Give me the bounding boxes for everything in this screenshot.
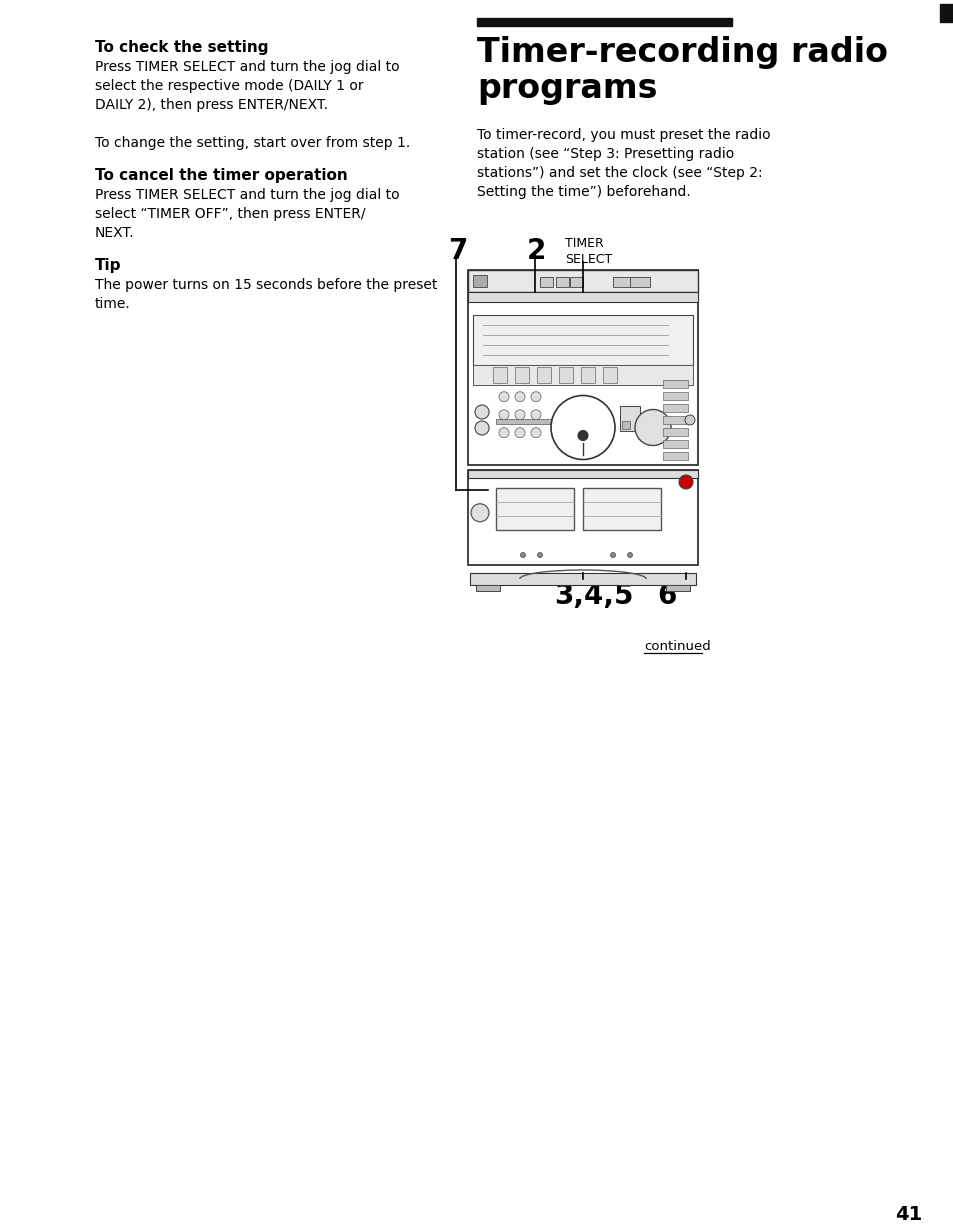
Bar xyxy=(619,406,639,431)
Circle shape xyxy=(537,553,542,558)
Bar xyxy=(496,488,574,530)
Circle shape xyxy=(627,553,632,558)
Text: The power turns on 15 seconds before the preset
time.: The power turns on 15 seconds before the… xyxy=(95,278,436,311)
Bar xyxy=(539,278,553,287)
Circle shape xyxy=(551,395,615,459)
Circle shape xyxy=(578,431,587,441)
Circle shape xyxy=(515,392,524,402)
Bar xyxy=(629,278,649,287)
Text: programs: programs xyxy=(476,72,657,106)
Bar xyxy=(613,278,633,287)
Bar xyxy=(662,416,687,424)
Circle shape xyxy=(475,405,489,419)
Circle shape xyxy=(515,410,524,420)
Bar xyxy=(662,404,687,413)
Text: 2: 2 xyxy=(526,237,546,265)
Bar xyxy=(493,367,506,383)
Circle shape xyxy=(531,392,540,402)
Text: Timer-recording radio: Timer-recording radio xyxy=(476,36,887,69)
Circle shape xyxy=(498,410,509,420)
Bar xyxy=(468,270,698,465)
Bar xyxy=(537,367,551,383)
Bar xyxy=(468,292,698,302)
Circle shape xyxy=(684,415,695,425)
Text: To check the setting: To check the setting xyxy=(95,41,268,55)
Bar xyxy=(662,429,687,436)
Text: 7: 7 xyxy=(448,237,467,265)
Circle shape xyxy=(515,427,524,437)
Bar xyxy=(473,316,692,365)
Bar xyxy=(582,488,660,530)
Text: TIMER
SELECT: TIMER SELECT xyxy=(564,237,612,266)
Text: To timer-record, you must preset the radio
station (see “Step 3: Presetting radi: To timer-record, you must preset the rad… xyxy=(476,128,770,199)
Circle shape xyxy=(520,553,525,558)
Circle shape xyxy=(679,475,692,489)
Bar xyxy=(468,270,698,292)
Text: Press TIMER SELECT and turn the jog dial to
select the respective mode (DAILY 1 : Press TIMER SELECT and turn the jog dial… xyxy=(95,60,410,150)
Bar xyxy=(496,419,551,424)
Circle shape xyxy=(498,427,509,437)
Text: continued: continued xyxy=(643,640,710,653)
Bar xyxy=(665,585,689,591)
Circle shape xyxy=(475,421,489,435)
Text: 3,4,5: 3,4,5 xyxy=(554,582,633,610)
Bar xyxy=(621,421,629,430)
Bar xyxy=(476,18,731,26)
Bar xyxy=(662,440,687,448)
Text: To cancel the timer operation: To cancel the timer operation xyxy=(95,168,348,183)
Text: Press TIMER SELECT and turn the jog dial to
select “TIMER OFF”, then press ENTER: Press TIMER SELECT and turn the jog dial… xyxy=(95,188,399,239)
Circle shape xyxy=(531,410,540,420)
Text: 41: 41 xyxy=(894,1205,922,1224)
Bar xyxy=(662,452,687,460)
Circle shape xyxy=(471,503,489,522)
Circle shape xyxy=(635,409,670,446)
Bar xyxy=(515,367,529,383)
Bar xyxy=(473,365,692,386)
Bar xyxy=(662,392,687,400)
Text: 6: 6 xyxy=(657,582,676,610)
Bar xyxy=(569,278,582,287)
Bar xyxy=(558,367,573,383)
Bar xyxy=(939,4,953,22)
Bar xyxy=(468,470,698,565)
Circle shape xyxy=(610,553,615,558)
Bar xyxy=(580,367,595,383)
Bar xyxy=(476,585,499,591)
Bar xyxy=(662,379,687,388)
Bar xyxy=(602,367,617,383)
Bar xyxy=(556,278,568,287)
Text: Tip: Tip xyxy=(95,258,121,273)
Bar xyxy=(470,573,696,585)
Bar xyxy=(473,275,486,287)
Circle shape xyxy=(531,427,540,437)
Bar xyxy=(468,470,698,478)
Circle shape xyxy=(498,392,509,402)
